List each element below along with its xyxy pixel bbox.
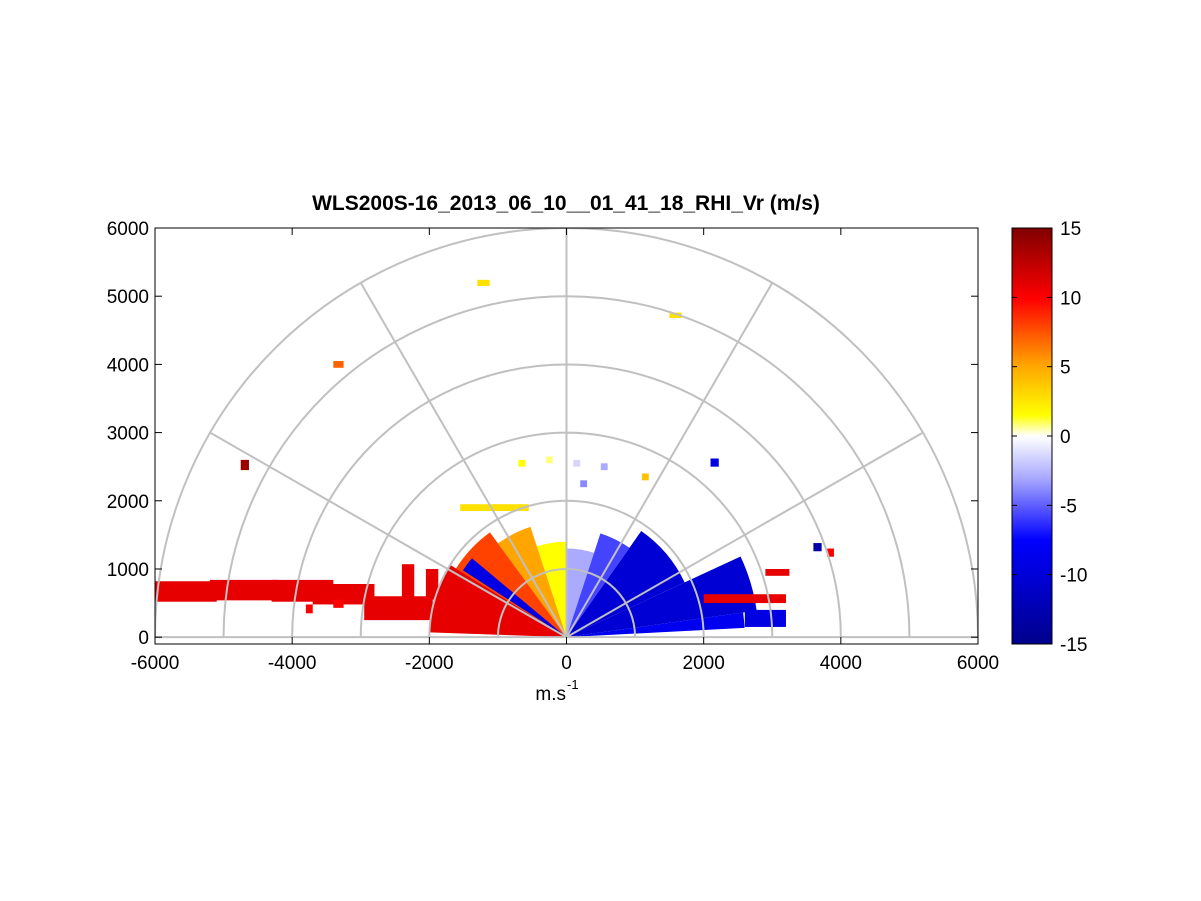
velocity-sector <box>536 541 567 638</box>
colorbar-tick-label: 10 <box>1060 288 1081 309</box>
colorbar-tick-label: -15 <box>1060 635 1087 656</box>
x-tick-label: -6000 <box>131 653 180 674</box>
x-tick-label: 2000 <box>683 653 725 674</box>
y-tick-label: 2000 <box>107 492 149 513</box>
velocity-block <box>641 473 649 481</box>
y-tick-label: 6000 <box>107 219 149 240</box>
velocity-block <box>477 279 490 286</box>
colorbar: 15 10 5 0 -5 -10 -15 <box>1011 219 1087 656</box>
y-tick-label: 4000 <box>107 355 149 376</box>
velocity-sector <box>566 556 757 638</box>
x-tick-label: -4000 <box>268 653 317 674</box>
velocity-block <box>333 599 344 608</box>
velocity-block <box>333 360 344 368</box>
velocity-block <box>545 456 553 464</box>
azimuth-spoke <box>209 431 567 639</box>
x-axis: -6000 -4000 -2000 0 2000 4000 6000 <box>131 228 999 674</box>
y-tick-label: 1000 <box>107 560 149 581</box>
colorbar-tick-label: 0 <box>1060 427 1071 448</box>
velocity-block <box>600 463 608 471</box>
velocity-block <box>305 604 313 614</box>
y-axis: 0 1000 2000 3000 4000 5000 6000 <box>107 219 978 649</box>
velocity-block <box>460 504 529 512</box>
y-tick-label: 3000 <box>107 424 149 445</box>
velocity-block <box>155 581 217 602</box>
colorbar-tick-label: 15 <box>1060 219 1081 240</box>
colorbar-tick-label: -10 <box>1060 566 1087 587</box>
colorbar-ticks: 15 10 5 0 -5 -10 -15 <box>1012 219 1087 656</box>
plot-area: -6000 -4000 -2000 0 2000 4000 6000 0 1000 2000 30… <box>107 219 999 674</box>
y-tick-label: 5000 <box>107 287 149 308</box>
velocity-sector <box>429 564 567 638</box>
velocity-sector <box>462 558 567 638</box>
chart-title: WLS200S-16_2013_06_10__01_41_18_RHI_Vr (… <box>312 192 820 215</box>
velocity-block <box>703 594 786 604</box>
velocity-block <box>240 459 249 471</box>
velocity-block <box>669 312 682 319</box>
velocity-block <box>518 459 526 467</box>
colorbar-gradient <box>1011 227 1053 645</box>
x-tick-label: 0 <box>561 653 572 674</box>
velocity-block <box>580 480 588 488</box>
x-axis-label: m.s <box>535 684 566 705</box>
x-tick-label: 4000 <box>820 653 862 674</box>
velocity-sector <box>566 548 595 638</box>
velocity-block <box>710 458 719 467</box>
x-tick-label: -2000 <box>405 653 454 674</box>
velocity-block <box>425 568 439 600</box>
velocity-block <box>209 579 279 601</box>
y-tick-label: 0 <box>138 628 149 649</box>
velocity-block <box>827 548 834 557</box>
velocity-block <box>364 596 433 621</box>
velocity-block <box>765 568 790 576</box>
velocity-sector <box>566 612 745 638</box>
velocity-sector <box>566 531 685 638</box>
colorbar-tick-label: -5 <box>1060 496 1077 517</box>
velocity-block <box>312 583 375 605</box>
velocity-block <box>744 609 786 627</box>
velocity-sector <box>455 532 567 638</box>
azimuth-spoke <box>565 282 774 638</box>
x-axis-label-main: m.s <box>535 684 566 705</box>
velocity-block <box>401 564 415 602</box>
velocity-block <box>813 543 822 552</box>
x-tick-label: 6000 <box>957 653 999 674</box>
colorbar-tick-label: 5 <box>1060 358 1071 379</box>
azimuth-spoke <box>359 282 568 638</box>
x-axis-label-superscript: -1 <box>567 677 579 692</box>
azimuth-spoke <box>566 431 924 639</box>
velocity-block <box>573 459 581 467</box>
